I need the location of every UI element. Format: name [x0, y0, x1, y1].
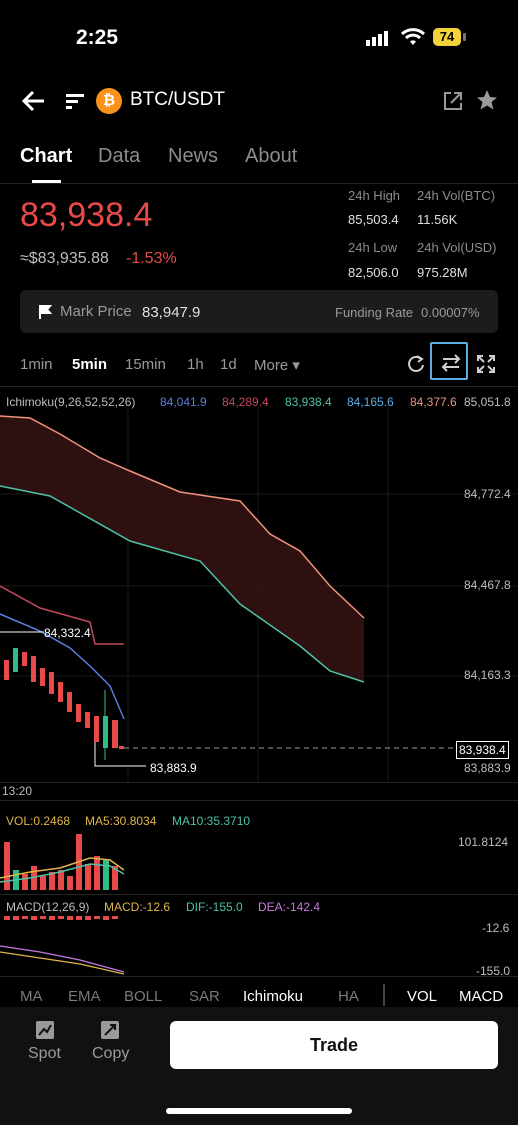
- macd-axis-top: -12.6: [482, 921, 510, 935]
- vol-axis-label: 101.8124: [458, 835, 509, 849]
- macd-value: MACD:-12.6: [104, 900, 171, 914]
- dif-value: DIF:-155.0: [186, 900, 243, 914]
- macd-axis-bottom: -155.0: [476, 964, 511, 978]
- interval-more[interactable]: More ▾: [254, 357, 300, 374]
- fullscreen-icon[interactable]: [476, 354, 496, 374]
- vol-label: VOL:0.2468: [6, 814, 71, 828]
- funding-rate-value: 0.00007%: [421, 305, 480, 320]
- indicator-ema[interactable]: EMA: [68, 988, 101, 1005]
- indicator-sar[interactable]: SAR: [189, 988, 220, 1005]
- indicator-ha[interactable]: HA: [338, 988, 359, 1005]
- trade-button[interactable]: Trade: [170, 1021, 498, 1069]
- indicator-macd[interactable]: MACD: [459, 988, 504, 1005]
- vol-btc-value: 11.56K: [417, 212, 458, 227]
- tab-active-indicator: [32, 180, 61, 183]
- ichimoku-chikou: 83,938.4: [285, 395, 332, 409]
- mark-price-value: 83,947.9: [142, 304, 201, 321]
- high-marker-label: 84,332.4: [44, 626, 91, 640]
- indicator-separator: [383, 984, 385, 1006]
- btc-coin-icon: ₿: [96, 88, 122, 114]
- ichimoku-span-b-line: [0, 415, 365, 619]
- macd-divider: [0, 894, 518, 895]
- y-tick-4: 84,163.3: [464, 668, 511, 682]
- candles: [4, 648, 124, 760]
- low-value: 82,506.0: [348, 265, 399, 280]
- share-icon[interactable]: [442, 90, 464, 112]
- y-tick-2: 84,772.4: [464, 487, 511, 501]
- macd-title: MACD(12,26,9): [6, 900, 90, 914]
- price-change: -1.53%: [126, 250, 177, 267]
- usd-price: ≈$83,935.88: [20, 250, 109, 267]
- ichimoku-tenkan: 84,041.9: [160, 395, 207, 409]
- vol-divider: [0, 800, 518, 801]
- copy-icon[interactable]: [100, 1020, 120, 1040]
- y-tick-1: 85,051.8: [464, 395, 511, 409]
- high-value: 85,503.4: [348, 212, 399, 227]
- spot-icon[interactable]: [35, 1020, 55, 1040]
- volume-chart: [0, 834, 125, 890]
- ichimoku-cloud: [0, 416, 364, 682]
- funding-rate-label: Funding Rate: [335, 305, 414, 320]
- indicator-divider: [0, 976, 518, 977]
- y-tick-3: 84,467.8: [464, 578, 511, 592]
- refresh-icon[interactable]: [406, 354, 426, 374]
- mark-price-label: Mark Price: [60, 303, 132, 320]
- indicator-vol[interactable]: VOL: [407, 988, 438, 1005]
- home-indicator: [166, 1108, 352, 1114]
- flag-icon: [39, 305, 52, 319]
- status-time: 2:25: [76, 26, 119, 49]
- tab-data[interactable]: Data: [98, 145, 141, 167]
- battery-tip: [463, 33, 466, 41]
- tab-about[interactable]: About: [245, 145, 298, 167]
- interval-1d[interactable]: 1d: [220, 356, 237, 373]
- last-price: 83,938.4: [20, 196, 153, 234]
- low-marker-label: 83,883.9: [150, 761, 197, 775]
- ma5-label: MA5:30.8034: [85, 814, 157, 828]
- ichimoku-label: Ichimoku(9,26,52,52,26): [6, 395, 136, 409]
- high-label: 24h High: [348, 188, 401, 203]
- ichimoku-span-a-line: [0, 485, 365, 683]
- ichimoku-tenkan-line: [0, 613, 125, 720]
- tabs-divider: [0, 183, 518, 184]
- time-axis-divider: [0, 782, 518, 783]
- low-label: 24h Low: [348, 240, 398, 255]
- vol-usd-label: 24h Vol(USD): [417, 240, 497, 255]
- cellular-signal-icon: [366, 31, 388, 46]
- tab-news[interactable]: News: [168, 145, 219, 167]
- indicator-boll[interactable]: BOLL: [124, 988, 163, 1005]
- vol-btc-label: 24h Vol(BTC): [417, 188, 496, 203]
- chart-settings-icon[interactable]: [440, 353, 462, 373]
- ichimoku-span-b: 84,377.6: [410, 395, 457, 409]
- chart-settings-highlight: [430, 342, 468, 380]
- pair-title[interactable]: BTC/USDT: [130, 89, 225, 110]
- spot-label[interactable]: Spot: [28, 1045, 61, 1062]
- chart-top-divider: [0, 386, 518, 387]
- indicator-ma[interactable]: MA: [20, 988, 43, 1005]
- interval-1h[interactable]: 1h: [187, 356, 204, 373]
- dea-value: DEA:-142.4: [258, 900, 321, 914]
- interval-1min[interactable]: 1min: [20, 356, 53, 373]
- indicator-ichimoku[interactable]: Ichimoku: [243, 988, 304, 1005]
- ichimoku-kijun-line: [0, 585, 124, 645]
- battery-level: 74: [433, 28, 461, 46]
- copy-label[interactable]: Copy: [92, 1045, 130, 1062]
- macd-chart: [0, 916, 125, 975]
- ichimoku-kijun: 84,289.4: [222, 395, 269, 409]
- tab-chart[interactable]: Chart: [20, 145, 73, 167]
- back-arrow-icon[interactable]: [20, 88, 46, 114]
- wifi-icon: [400, 28, 426, 45]
- time-label: 13:20: [2, 784, 33, 798]
- last-price-tag: 83,938.4: [456, 741, 509, 759]
- list-toggle-icon[interactable]: [64, 92, 86, 110]
- interval-5min[interactable]: 5min: [72, 356, 108, 373]
- ichimoku-span-a: 84,165.6: [347, 395, 394, 409]
- y-tick-5: 83,883.9: [464, 761, 511, 775]
- interval-15min[interactable]: 15min: [125, 356, 166, 373]
- price-chart[interactable]: [0, 386, 518, 782]
- ma10-label: MA10:35.3710: [172, 814, 251, 828]
- star-icon[interactable]: [476, 89, 498, 111]
- mark-price-bar: [20, 290, 498, 333]
- vol-usd-value: 975.28M: [417, 265, 468, 280]
